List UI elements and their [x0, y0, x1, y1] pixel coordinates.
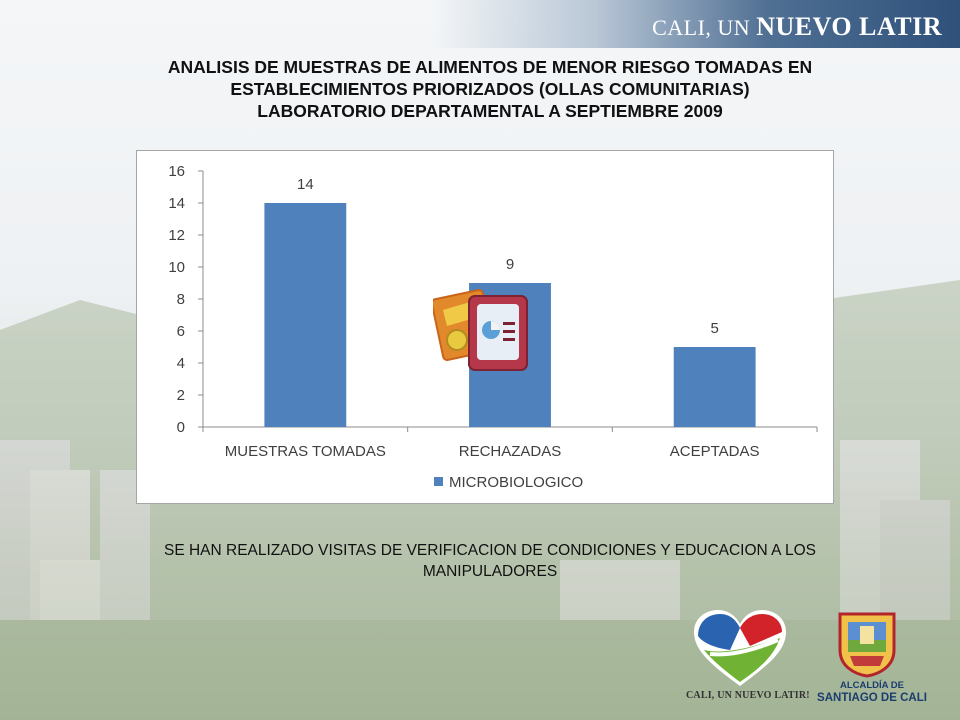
title-line-1: ANALISIS DE MUESTRAS DE ALIMENTOS DE MEN… — [167, 57, 813, 77]
title-line-3: LABORATORIO DEPARTAMENTAL A SEPTIEMBRE 2… — [257, 101, 723, 121]
heart-logo-text: CALI, UN NUEVO LATIR! — [686, 690, 810, 701]
y-tick-label: 14 — [168, 195, 185, 212]
y-tick-label: 2 — [177, 387, 185, 404]
y-tick-label: 10 — [168, 259, 185, 276]
note-text: SE HAN REALIZADO VISITAS DE VERIFICACION… — [60, 540, 920, 582]
x-category-label: ACEPTADAS — [670, 443, 760, 460]
y-tick-label: 16 — [168, 163, 185, 180]
x-category-label: MUESTRAS TOMADAS — [225, 443, 386, 460]
note-line-1: SE HAN REALIZADO VISITAS DE VERIFICACION… — [163, 542, 816, 559]
presentation-icon — [433, 289, 528, 371]
title-line-2: ESTABLECIMIENTOS PRIORIZADOS (OLLAS COMU… — [230, 79, 750, 99]
slide-title: ANALISIS DE MUESTRAS DE ALIMENTOS DE MEN… — [60, 56, 920, 122]
data-label: 9 — [506, 256, 514, 273]
bar — [264, 203, 347, 427]
bar — [673, 347, 756, 427]
x-category-label: RECHAZADAS — [459, 443, 562, 460]
note-line-2: MANIPULADORES — [422, 563, 558, 580]
heart-logo-icon — [694, 610, 786, 686]
legend-label: MICROBIOLOGICO — [449, 474, 583, 491]
y-tick-label: 12 — [168, 227, 185, 244]
brand-logo-text: CALI, UN NUEVO LATIR — [652, 12, 942, 41]
data-label: 5 — [710, 320, 718, 337]
shield-logo-text: ALCALDÍA DE SANTIAGO DE CALI — [817, 680, 927, 704]
y-tick-label: 0 — [177, 419, 185, 436]
data-label: 14 — [297, 176, 314, 193]
y-tick-label: 6 — [177, 323, 185, 340]
y-tick-label: 8 — [177, 291, 185, 308]
legend-swatch — [434, 477, 443, 486]
y-tick-label: 4 — [177, 355, 185, 372]
header-band — [0, 0, 960, 48]
shield-logo-icon — [838, 612, 896, 678]
